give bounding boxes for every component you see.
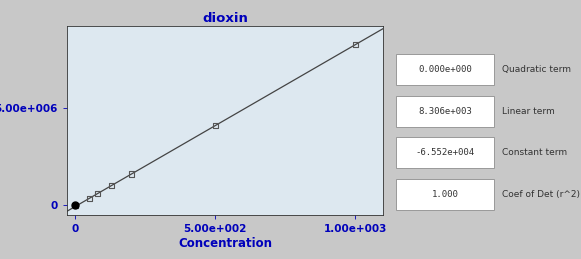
Point (211, 123, 220, 127)
FancyBboxPatch shape (396, 96, 494, 127)
Point (93, 191, 102, 196)
FancyBboxPatch shape (396, 54, 494, 85)
Text: 0.000e+000: 0.000e+000 (418, 66, 472, 74)
Text: Coef of Det (r^2): Coef of Det (r^2) (501, 190, 580, 199)
X-axis label: Concentration: Concentration (178, 237, 272, 250)
Point (70, 203, 80, 207)
Point (127, 172, 136, 176)
FancyBboxPatch shape (396, 137, 494, 168)
Point (70, 203, 80, 207)
Point (351, 42, 360, 46)
Text: 1.000: 1.000 (432, 190, 458, 199)
Text: Linear term: Linear term (501, 107, 554, 116)
FancyBboxPatch shape (396, 179, 494, 210)
Text: Quadratic term: Quadratic term (501, 66, 571, 74)
Text: Constant term: Constant term (501, 148, 567, 157)
Title: dioxin: dioxin (202, 12, 248, 25)
Text: 8.306e+003: 8.306e+003 (418, 107, 472, 116)
Point (107, 184, 116, 188)
Text: -6.552e+004: -6.552e+004 (415, 148, 475, 157)
Point (85, 196, 94, 200)
